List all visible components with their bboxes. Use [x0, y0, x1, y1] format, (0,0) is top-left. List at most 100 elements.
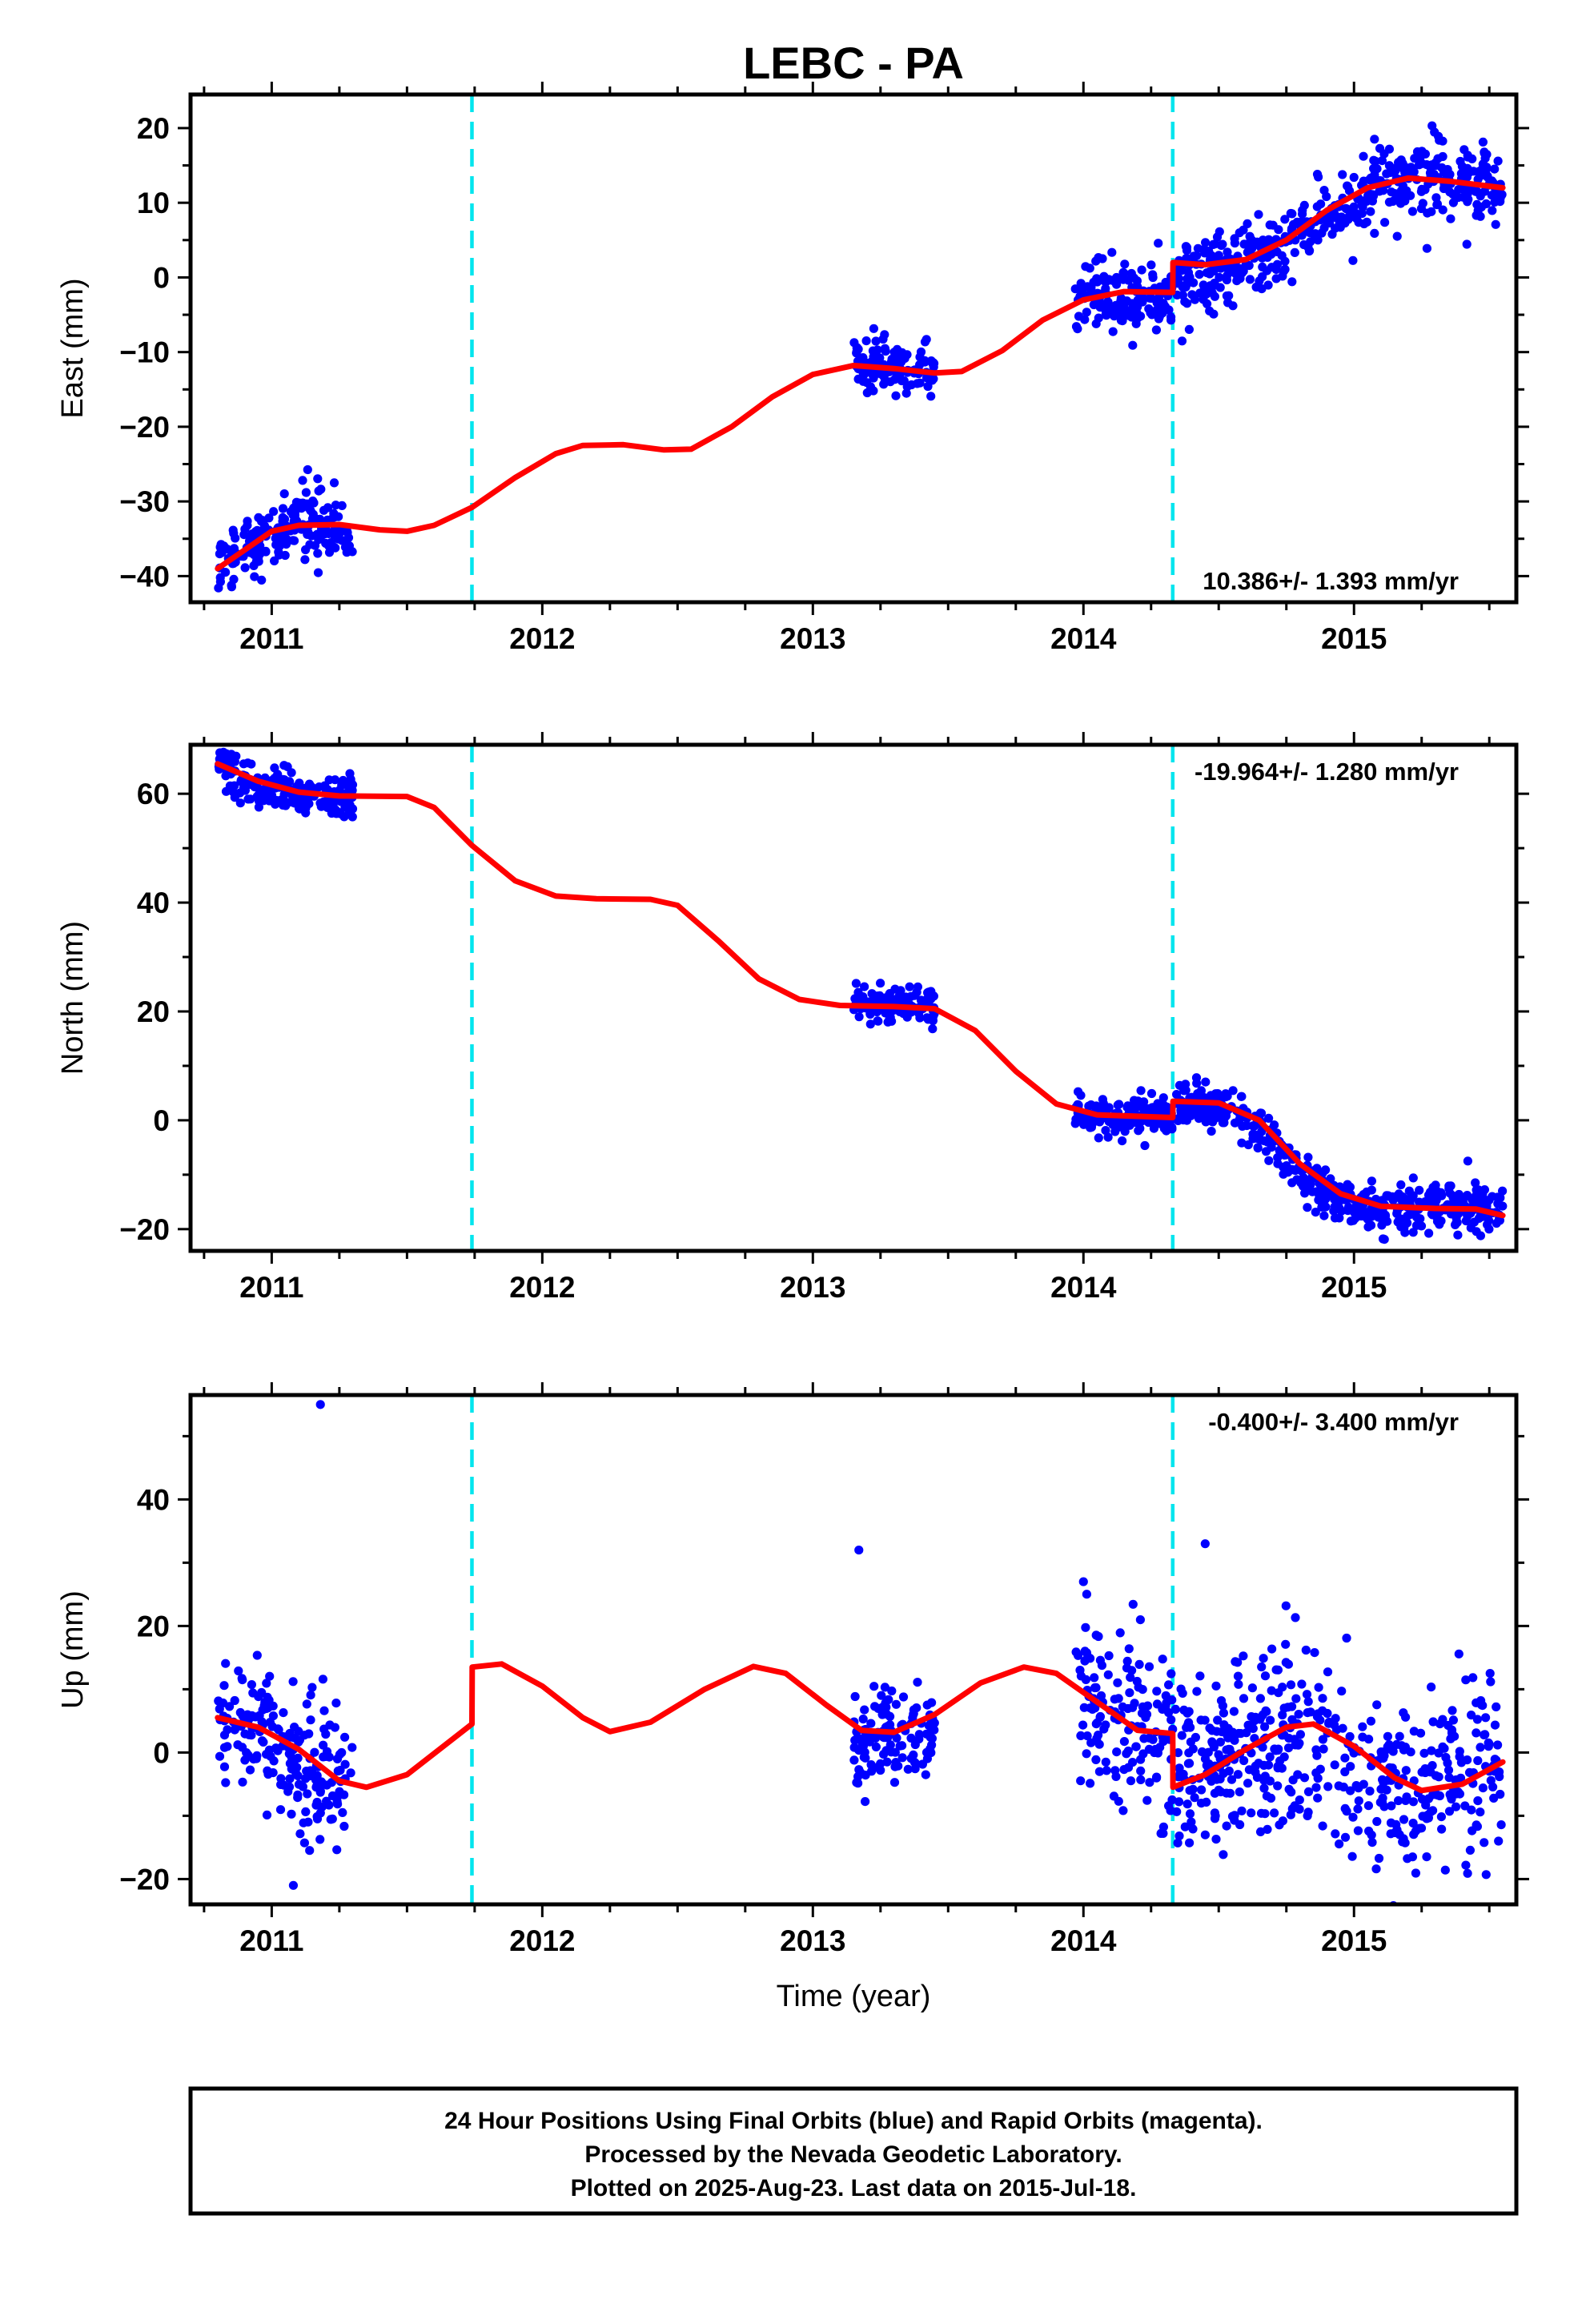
east-y-tick-label: −20 — [119, 411, 170, 444]
up-data-point — [1340, 1753, 1350, 1763]
east-x-tick-label: 2015 — [1321, 622, 1387, 655]
up-data-point — [230, 1695, 239, 1706]
up-data-point — [1318, 1694, 1327, 1703]
east-data-point — [867, 368, 877, 379]
east-y-tick-label: −30 — [119, 485, 170, 518]
up-data-point — [1152, 1687, 1162, 1696]
east-data-point — [1480, 187, 1489, 196]
east-x-tick-label: 2014 — [1050, 622, 1117, 655]
east-data-point — [1222, 291, 1231, 301]
up-data-point — [252, 1651, 262, 1660]
east-x-tick-label: 2011 — [239, 622, 303, 655]
north-data-point — [913, 982, 922, 991]
up-data-point — [293, 1793, 303, 1803]
up-data-point — [1200, 1830, 1210, 1839]
north-x-tick-label: 2013 — [780, 1271, 845, 1304]
east-data-point — [858, 353, 868, 363]
up-data-point — [1463, 1868, 1472, 1878]
east-data-point — [214, 583, 223, 593]
east-data-point — [1112, 279, 1122, 289]
north-data-point — [883, 1017, 893, 1027]
up-data-point — [1126, 1776, 1136, 1786]
east-data-point — [1365, 189, 1375, 199]
up-data-point — [866, 1760, 876, 1770]
up-data-point — [322, 1747, 332, 1756]
up-data-point — [1263, 1824, 1272, 1834]
up-data-point — [288, 1677, 298, 1687]
east-data-point — [1299, 240, 1309, 250]
up-y-axis-label: Up (mm) — [56, 1590, 90, 1709]
up-data-point — [1190, 1793, 1199, 1803]
up-data-point — [1095, 1655, 1105, 1665]
up-data-point — [215, 1751, 225, 1761]
north-x-tick-label: 2014 — [1050, 1271, 1117, 1304]
up-data-point — [1177, 1731, 1186, 1740]
north-rate-label: -19.964+/- 1.280 mm/yr — [1195, 758, 1459, 786]
up-data-point — [860, 1705, 869, 1715]
north-data-point — [1453, 1230, 1463, 1240]
east-data-point — [254, 557, 263, 566]
up-data-point — [1481, 1713, 1491, 1723]
up-data-point — [1406, 1747, 1415, 1757]
east-data-point — [329, 478, 339, 488]
east-data-point — [1349, 202, 1359, 211]
north-data-point — [1243, 1140, 1253, 1150]
up-data-point — [225, 1702, 235, 1711]
up-data-point — [913, 1678, 922, 1687]
up-data-point — [1229, 1707, 1239, 1716]
up-data-point — [1234, 1679, 1243, 1689]
up-outlier-point — [1200, 1539, 1210, 1549]
up-data-point — [1367, 1838, 1377, 1848]
up-data-point — [1496, 1820, 1506, 1830]
up-data-point — [323, 1799, 333, 1810]
up-data-point — [214, 1696, 223, 1706]
up-data-point — [870, 1702, 880, 1711]
up-data-point — [1270, 1808, 1279, 1818]
up-x-tick-label: 2014 — [1050, 1924, 1117, 1957]
up-data-point — [1131, 1742, 1141, 1751]
up-data-point — [1460, 1801, 1470, 1811]
east-data-point — [1151, 325, 1161, 335]
up-data-point — [316, 1777, 326, 1787]
up-data-point — [1127, 1666, 1137, 1675]
up-data-point — [1303, 1787, 1314, 1796]
up-data-point — [230, 1725, 239, 1735]
north-data-point — [1084, 1101, 1094, 1111]
up-data-point — [1136, 1775, 1146, 1784]
up-data-point — [1125, 1688, 1134, 1698]
north-data-point — [1273, 1159, 1283, 1168]
up-data-point — [273, 1724, 283, 1734]
up-data-point — [1178, 1769, 1188, 1779]
east-data-point — [853, 344, 863, 354]
east-data-point — [279, 514, 290, 524]
up-data-point — [299, 1838, 309, 1848]
up-data-point — [1408, 1819, 1418, 1828]
up-data-point — [898, 1692, 909, 1702]
north-data-point — [1076, 1091, 1086, 1100]
east-data-point — [1366, 207, 1375, 216]
north-data-point — [1103, 1132, 1113, 1142]
east-data-point — [1372, 164, 1382, 174]
north-data-point — [1261, 1147, 1271, 1156]
up-data-point — [340, 1732, 350, 1742]
up-data-point — [1472, 1715, 1482, 1724]
up-data-point — [327, 1814, 337, 1823]
east-data-point — [1162, 278, 1172, 287]
up-data-point — [1476, 1743, 1485, 1752]
up-y-tick-label: −20 — [119, 1863, 170, 1896]
east-data-point — [1314, 172, 1323, 182]
up-data-point — [1279, 1703, 1289, 1713]
north-data-point — [1215, 1108, 1225, 1118]
up-data-point — [1260, 1722, 1270, 1731]
east-data-point — [1384, 197, 1394, 207]
east-data-point — [269, 507, 279, 517]
north-data-point — [1329, 1206, 1339, 1216]
up-data-point — [1271, 1665, 1281, 1675]
up-data-point — [897, 1741, 907, 1751]
east-data-point — [319, 505, 329, 515]
up-data-point — [1313, 1773, 1323, 1783]
up-data-point — [1239, 1755, 1249, 1766]
east-data-point — [288, 536, 298, 545]
up-data-point — [877, 1710, 887, 1719]
up-data-point — [1081, 1622, 1090, 1632]
